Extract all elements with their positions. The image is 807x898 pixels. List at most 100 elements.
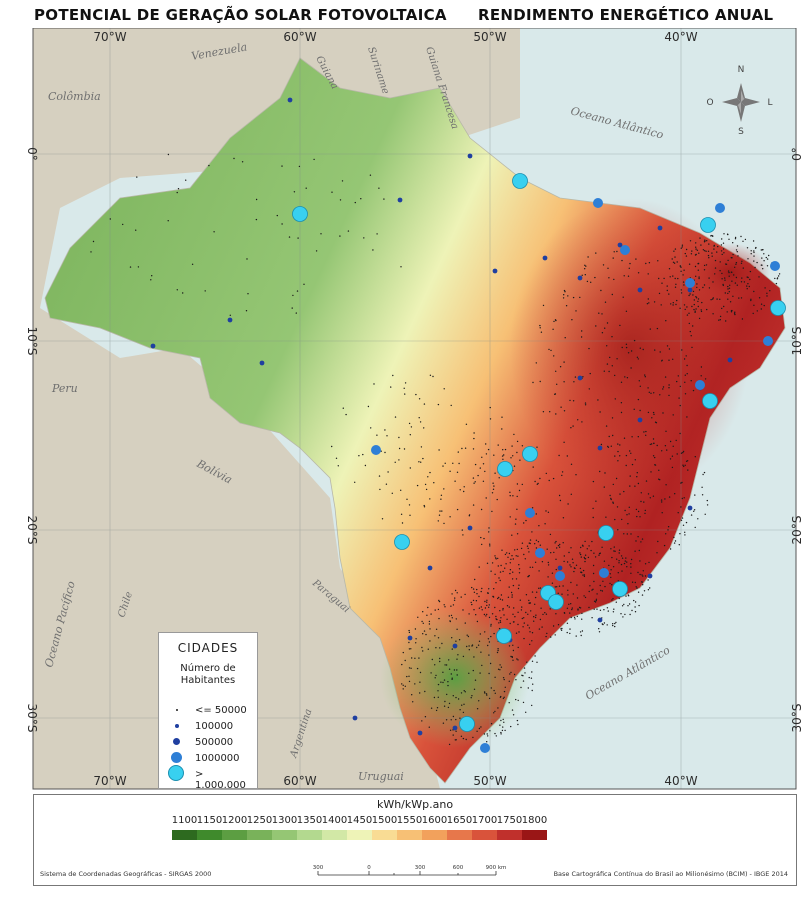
colorbar-label: 1450	[346, 815, 373, 826]
city-small-marker	[438, 599, 440, 602]
city-small-marker	[609, 494, 611, 497]
city-small-marker	[675, 283, 677, 285]
city-largest-marker	[598, 525, 614, 541]
city-small-marker	[499, 696, 502, 698]
city-small-marker	[512, 495, 514, 497]
city-small-marker	[580, 634, 582, 637]
city-small-marker	[526, 661, 528, 663]
city-small-marker	[540, 607, 542, 609]
city-small-marker	[255, 218, 258, 221]
city-small-marker	[478, 700, 480, 702]
city-small-marker	[528, 599, 530, 602]
city-small-marker	[485, 453, 488, 455]
city-small-marker	[531, 671, 533, 673]
city-small-marker	[151, 275, 153, 277]
city-small-marker	[513, 433, 515, 436]
city-small-marker	[684, 252, 686, 255]
city-small-marker	[708, 243, 710, 245]
city-small-marker	[636, 587, 638, 589]
city-small-marker	[769, 290, 771, 292]
city-small-marker	[581, 618, 583, 620]
city-small-marker	[452, 695, 454, 697]
city-small-marker	[633, 599, 635, 602]
city-small-marker	[627, 275, 630, 277]
city-small-marker	[185, 179, 187, 181]
city-small-marker	[471, 645, 473, 647]
city-small-marker	[727, 292, 729, 295]
city-small-marker	[511, 445, 513, 447]
city-small-marker	[305, 187, 307, 189]
city-small-marker	[528, 602, 530, 604]
city-small-marker	[639, 409, 641, 412]
city-small-marker	[409, 467, 411, 469]
city-small-marker	[525, 519, 527, 522]
city-small-marker	[664, 445, 667, 447]
city-small-marker	[584, 268, 586, 270]
city-small-marker	[552, 625, 555, 627]
city-small-marker	[484, 692, 486, 694]
city-small-marker	[403, 448, 406, 450]
city-small-marker	[516, 719, 519, 722]
city-small-marker	[673, 542, 676, 544]
city-small-marker	[621, 518, 623, 521]
city-small-marker	[494, 692, 496, 694]
city-small-marker	[652, 455, 655, 457]
city-small-marker	[634, 606, 636, 608]
city-small-marker	[582, 545, 584, 547]
city-small-marker	[630, 566, 632, 568]
city-small-marker	[498, 477, 500, 479]
city-small-marker	[511, 534, 513, 536]
city-small-marker	[560, 628, 562, 630]
city-small-marker	[580, 556, 582, 558]
city-small-marker	[520, 686, 522, 689]
city-small-marker	[539, 544, 541, 546]
city-small-marker	[561, 471, 564, 473]
city-small-marker	[432, 375, 434, 378]
city-small-marker	[593, 552, 595, 554]
city-small-marker	[563, 555, 565, 557]
city-small-marker	[423, 630, 426, 632]
city-small-marker	[612, 611, 615, 613]
city-small-marker	[648, 262, 651, 264]
city-small-marker	[713, 245, 715, 247]
city-small-marker	[612, 257, 614, 259]
city-small-marker	[683, 465, 685, 468]
city-small-marker	[620, 613, 622, 615]
city-largest-marker	[770, 300, 786, 316]
city-small-marker	[672, 275, 674, 277]
city-small-marker	[716, 251, 718, 253]
city-small-marker	[636, 356, 639, 358]
city-small-marker	[566, 561, 569, 563]
city-small-marker	[420, 446, 423, 448]
city-small-marker	[564, 337, 566, 339]
city-small-marker	[433, 482, 435, 484]
city-small-marker	[644, 512, 646, 515]
city-small-marker	[191, 263, 194, 265]
city-small-marker	[421, 720, 423, 722]
city-small-marker	[523, 522, 525, 524]
city-small-marker	[728, 291, 730, 293]
city-small-marker	[667, 529, 669, 531]
city-small-marker	[404, 382, 407, 384]
city-small-marker	[584, 554, 587, 556]
city-small-marker	[576, 615, 578, 618]
city-small-marker	[488, 527, 490, 529]
city-small-marker	[721, 253, 723, 256]
city-small-marker	[456, 658, 458, 660]
city-small-marker	[586, 280, 589, 283]
city-small-marker	[364, 464, 367, 467]
city-small-marker	[686, 314, 689, 316]
city-small-marker	[588, 590, 590, 593]
city-small-marker	[613, 251, 615, 253]
city-small-marker	[669, 276, 671, 278]
city-small-marker	[610, 569, 612, 571]
city-small-marker	[489, 406, 491, 409]
city-small-marker	[607, 610, 609, 612]
city-small-marker	[611, 584, 613, 586]
city-small-marker	[644, 563, 647, 565]
city-small-marker	[584, 404, 587, 406]
city-small-marker	[698, 289, 701, 291]
label-uruguai: Uruguai	[358, 770, 404, 783]
city-small-marker	[733, 274, 735, 276]
city-small-marker	[598, 631, 601, 633]
